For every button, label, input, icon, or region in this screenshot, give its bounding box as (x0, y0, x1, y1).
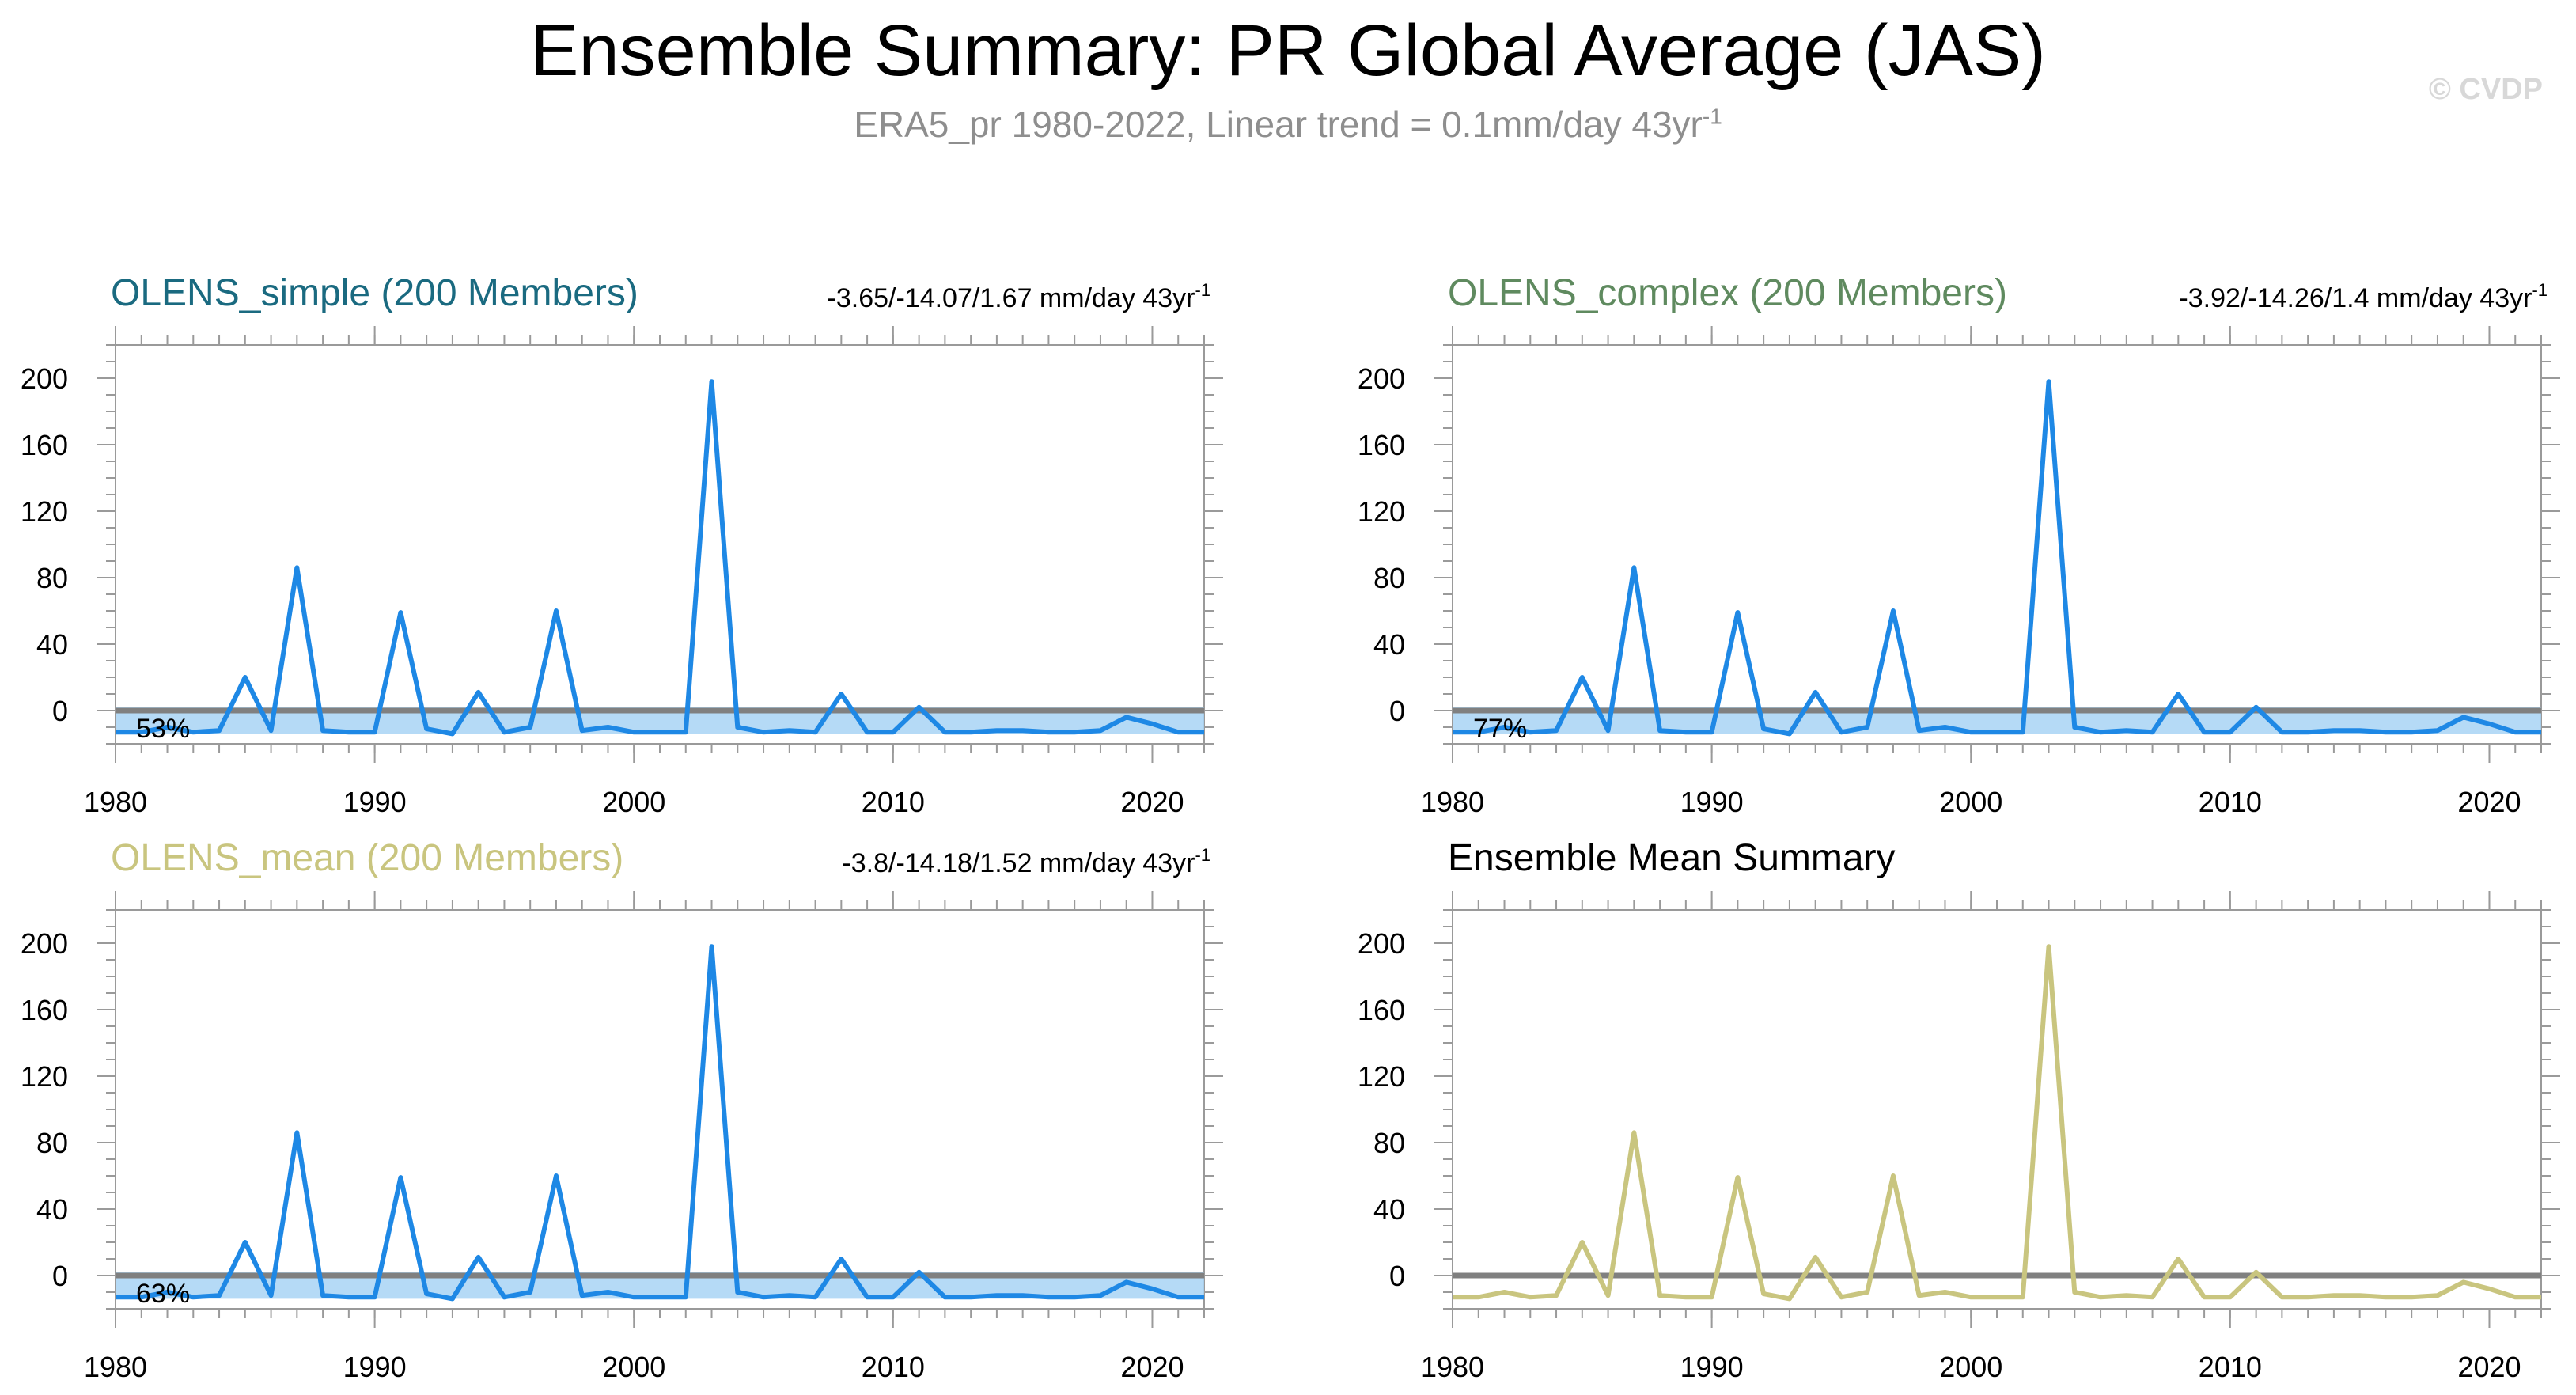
member-series-line (1453, 944, 2541, 1302)
x-tick-label: 2010 (2199, 1351, 2262, 1383)
y-tick-label: 80 (1373, 1127, 1405, 1159)
percent-label: 53% (136, 714, 190, 744)
y-tick-label: 80 (36, 1127, 68, 1159)
y-tick-label: 160 (1358, 994, 1405, 1026)
percent-label: 63% (136, 1279, 190, 1309)
x-tick-label: 2000 (602, 1351, 665, 1383)
chart-panel-4: 0 40 80 120 160 200 1980 1990 2000 2010 2020 Ensemb… (1358, 837, 2560, 1383)
x-tick-label: 1980 (1421, 786, 1484, 818)
x-tick-label: 2000 (1939, 1351, 2002, 1383)
y-tick-label: 0 (1389, 1260, 1405, 1292)
y-tick-label: 120 (1358, 1060, 1405, 1093)
x-tick-label: 1980 (84, 1351, 147, 1383)
y-tick-label: 120 (21, 1060, 68, 1093)
chart-panel-2: 0 40 80 120 160 200 1980 1990 2000 2010 2020 77% OLE… (1358, 272, 2560, 818)
chart-panel-1: 0 40 80 120 160 200 1980 1990 2000 2010 2020 53% OLE… (21, 272, 1223, 818)
y-tick-label: 200 (21, 927, 68, 960)
y-tick-label: 200 (1358, 362, 1405, 395)
x-tick-label: 2010 (862, 786, 925, 818)
panel-stats: -3.65/-14.07/1.67 mm/day 43yr-1 (828, 280, 1210, 313)
y-tick-label: 160 (1358, 429, 1405, 461)
x-tick-label: 2020 (2457, 786, 2521, 818)
x-tick-label: 2010 (2199, 786, 2262, 818)
x-tick-label: 2020 (2457, 1351, 2521, 1383)
page-subtitle: ERA5_pr 1980-2022, Linear trend = 0.1mm/… (0, 104, 2576, 145)
y-tick-label: 80 (1373, 562, 1405, 594)
x-tick-label: 1990 (1680, 786, 1744, 818)
y-tick-label: 40 (36, 1193, 68, 1226)
copyright-label: © CVDP (2428, 73, 2543, 106)
page-title: Ensemble Summary: PR Global Average (JAS… (530, 10, 2046, 91)
x-tick-label: 2000 (1939, 786, 2002, 818)
x-tick-label: 1990 (1680, 1351, 1744, 1383)
y-tick-label: 40 (36, 628, 68, 661)
panel-title: OLENS_mean (200 Members) (111, 837, 623, 879)
panel-stats: -3.92/-14.26/1.4 mm/day 43yr-1 (2179, 280, 2548, 313)
member-series-line (116, 379, 1204, 737)
x-tick-label: 2000 (602, 786, 665, 818)
member-series-line (116, 944, 1204, 1302)
panel-title: OLENS_simple (200 Members) (111, 272, 638, 314)
panel-title: OLENS_complex (200 Members) (1448, 272, 2007, 314)
y-tick-label: 120 (1358, 495, 1405, 528)
x-tick-label: 1990 (343, 786, 407, 818)
y-tick-label: 0 (52, 695, 68, 727)
y-tick-label: 160 (21, 429, 68, 461)
y-tick-label: 0 (52, 1260, 68, 1292)
y-tick-label: 40 (1373, 1193, 1405, 1226)
x-tick-label: 2010 (862, 1351, 925, 1383)
x-tick-label: 1980 (1421, 1351, 1484, 1383)
y-tick-label: 160 (21, 994, 68, 1026)
x-tick-label: 1990 (343, 1351, 407, 1383)
percent-label: 77% (1473, 714, 1527, 744)
y-tick-label: 0 (1389, 695, 1405, 727)
x-tick-label: 2020 (1120, 1351, 1184, 1383)
x-tick-label: 2020 (1120, 786, 1184, 818)
subtitle-superscript: -1 (1702, 104, 1722, 129)
chart-panel-3: 0 40 80 120 160 200 1980 1990 2000 2010 2020 63% OLE… (21, 837, 1223, 1383)
y-tick-label: 200 (21, 362, 68, 395)
y-tick-label: 80 (36, 562, 68, 594)
y-tick-label: 40 (1373, 628, 1405, 661)
y-tick-label: 200 (1358, 927, 1405, 960)
subtitle-text: ERA5_pr 1980-2022, Linear trend = 0.1mm/… (854, 104, 1703, 145)
panel-stats: -3.8/-14.18/1.52 mm/day 43yr-1 (842, 845, 1210, 878)
panel-title: Ensemble Mean Summary (1448, 837, 1896, 879)
x-tick-label: 1980 (84, 786, 147, 818)
y-tick-label: 120 (21, 495, 68, 528)
member-series-line (1453, 379, 2541, 737)
